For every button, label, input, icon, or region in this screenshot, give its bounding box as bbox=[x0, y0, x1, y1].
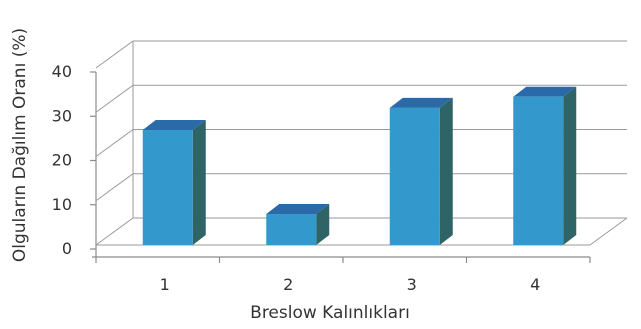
floor-right-edge bbox=[589, 217, 628, 246]
y-axis-title: Olguların Dağılım Oranı (%) bbox=[10, 28, 30, 262]
bar bbox=[142, 119, 206, 245]
bar bbox=[513, 86, 577, 245]
y-tick-label: 10 bbox=[52, 195, 72, 214]
bar-side bbox=[192, 119, 206, 245]
gridline-side bbox=[95, 40, 134, 69]
y-tick-label: 30 bbox=[52, 106, 72, 125]
x-axis-title: Breslow Kalınlıkları bbox=[250, 303, 410, 323]
bar-side bbox=[563, 86, 577, 245]
bar bbox=[389, 97, 453, 245]
bar-front bbox=[142, 129, 193, 245]
x-tick-label: 4 bbox=[530, 275, 540, 294]
bar-top bbox=[266, 204, 330, 215]
bar-top bbox=[513, 86, 577, 97]
bar-side bbox=[439, 97, 453, 245]
bar-front bbox=[389, 107, 440, 245]
y-tick-label: 20 bbox=[52, 151, 72, 170]
y-tick-label: 40 bbox=[52, 62, 72, 81]
y-tick-label: 0 bbox=[62, 239, 72, 258]
x-tick-label: 2 bbox=[283, 275, 293, 294]
gridline-side bbox=[95, 129, 134, 157]
bar-side bbox=[316, 204, 330, 245]
gridline-side bbox=[95, 173, 134, 202]
bar-top bbox=[389, 97, 453, 108]
bar-front bbox=[513, 96, 564, 245]
bar-front bbox=[266, 214, 317, 245]
bar bbox=[266, 204, 330, 245]
x-tick-label: 3 bbox=[407, 275, 417, 294]
gridline-side bbox=[95, 84, 134, 113]
gridline-side bbox=[95, 217, 134, 246]
chart-labels: 0 10 20 30 40 1 2 3 4 bbox=[52, 62, 541, 294]
bar-top bbox=[142, 119, 206, 130]
x-tick-label: 1 bbox=[160, 275, 170, 294]
chart-bars bbox=[142, 86, 577, 245]
